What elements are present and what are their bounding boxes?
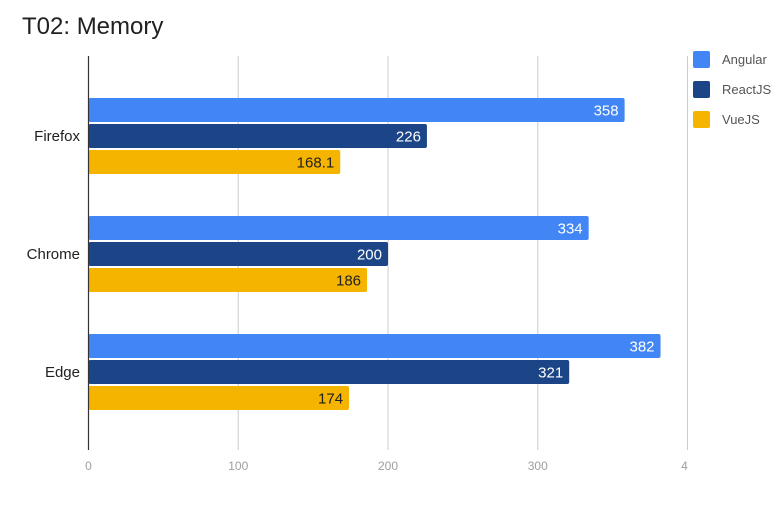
bar-chrome-angular: [88, 216, 589, 240]
x-tick-label: 4: [681, 459, 688, 473]
legend-label-angular: Angular: [722, 52, 767, 67]
data-label: 186: [336, 273, 361, 290]
data-label: 334: [558, 221, 583, 238]
bar-chrome-reactjs: [88, 242, 388, 266]
bar-firefox-angular: [88, 98, 625, 122]
category-labels: Firefox Chrome Edge: [27, 128, 81, 381]
legend: Angular ReactJS VueJS: [693, 51, 771, 128]
x-axis-ticks: 0 100 200 300 4: [85, 459, 688, 473]
data-label: 382: [630, 339, 655, 356]
legend-swatch-reactjs: [693, 81, 710, 98]
category-label-chrome: Chrome: [27, 246, 80, 263]
bar-edge-vuejs: [88, 386, 350, 410]
legend-swatch-angular: [693, 51, 710, 68]
legend-label-vuejs: VueJS: [722, 112, 760, 127]
category-label-edge: Edge: [45, 364, 80, 381]
bar-chrome-vuejs: [88, 268, 368, 292]
chart-title: T02: Memory: [22, 13, 163, 40]
bar-firefox-reactjs: [88, 124, 427, 148]
data-label: 226: [396, 129, 421, 146]
bar-edge-angular: [88, 334, 661, 358]
data-label: 358: [594, 103, 619, 120]
bar-edge-reactjs: [88, 360, 570, 384]
legend-label-reactjs: ReactJS: [722, 82, 771, 97]
x-tick-label: 200: [378, 459, 398, 473]
data-label: 168.1: [297, 155, 335, 172]
bar-firefox-vuejs: [88, 150, 341, 174]
data-label: 200: [357, 247, 382, 264]
data-label: 321: [538, 365, 563, 382]
x-tick-label: 100: [228, 459, 248, 473]
legend-swatch-vuejs: [693, 111, 710, 128]
x-tick-label: 300: [528, 459, 548, 473]
bars: 358 226 168.1 334 200 186 382 321 174: [88, 98, 661, 410]
x-tick-label: 0: [85, 459, 92, 473]
category-label-firefox: Firefox: [34, 128, 80, 145]
data-label: 174: [318, 391, 343, 408]
